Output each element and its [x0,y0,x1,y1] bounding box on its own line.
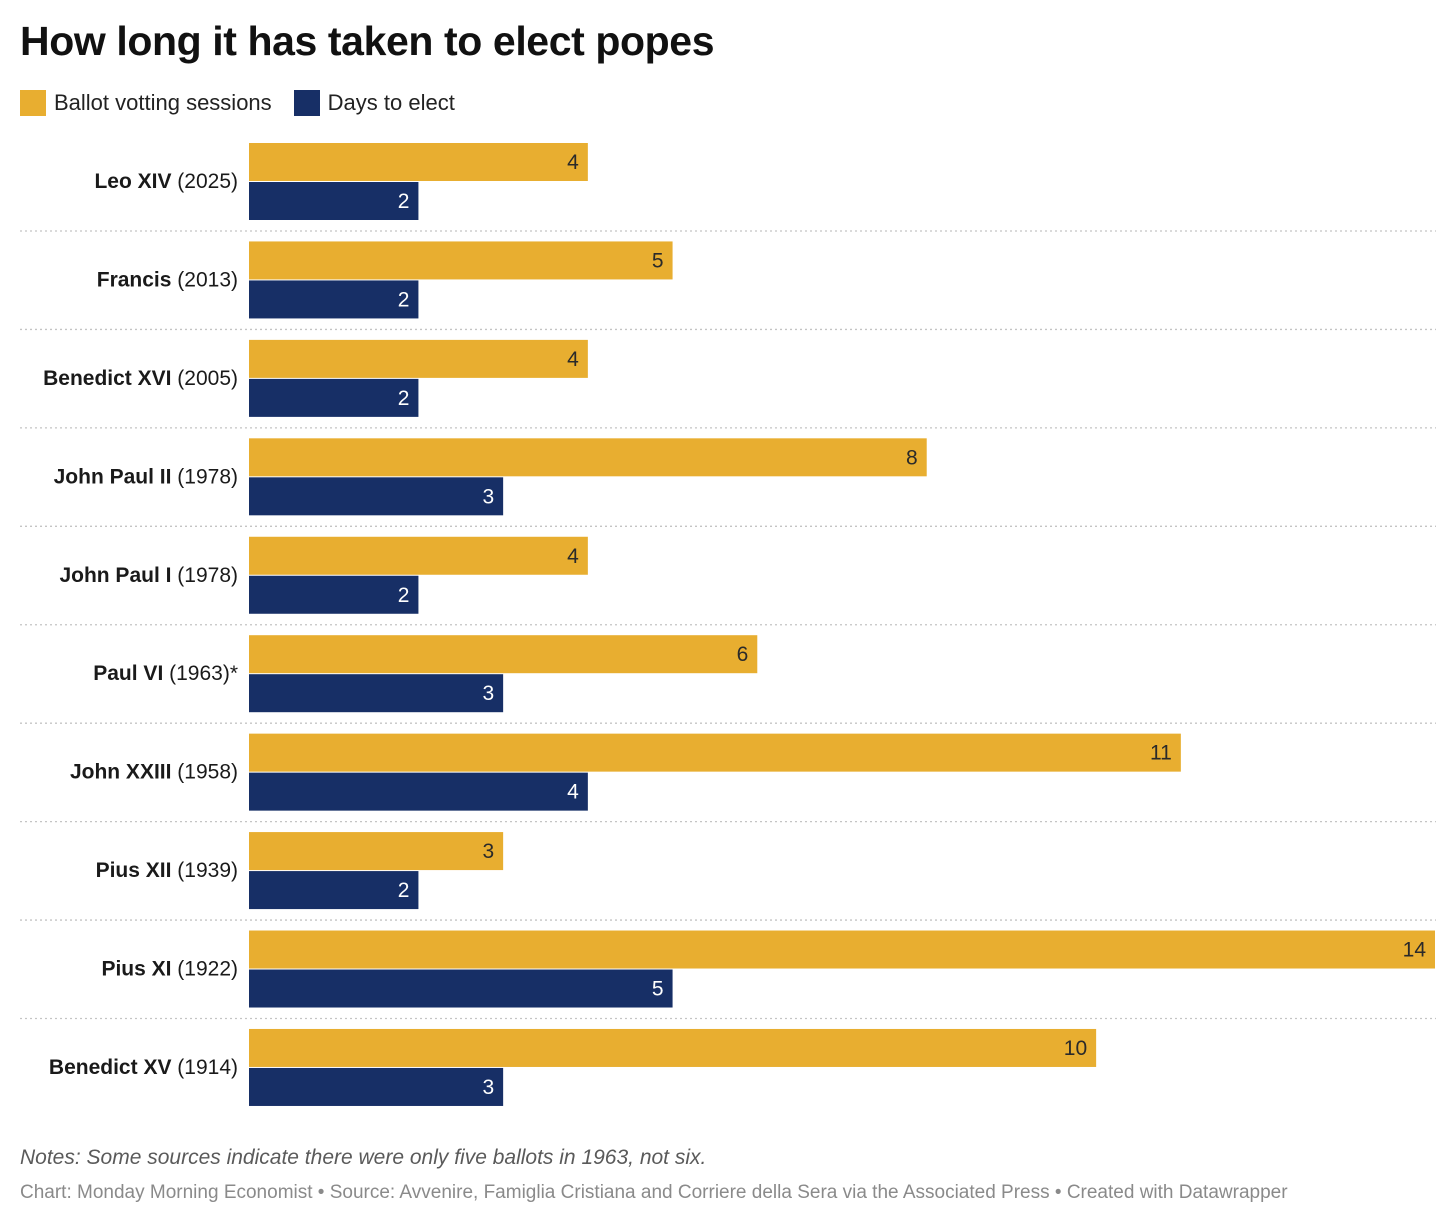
category-name: Pius XI [101,958,177,981]
category-name: John XXIII [70,761,177,784]
category-label: Pius XII (1939) [96,859,238,882]
category-year: (2005) [177,367,238,390]
data-label-days: 3 [482,1076,494,1099]
bar-ballots [249,635,758,674]
bar-ballots [249,339,588,378]
category-label: Francis (2013) [97,268,238,291]
bar-ballots [249,832,504,871]
bar-days [249,871,419,910]
category-year: (1958) [177,761,238,784]
category-year: (1978) [177,465,238,488]
category-year: (1922) [177,958,238,981]
data-label-ballots: 10 [1064,1037,1087,1060]
category-label: John XXIII (1958) [70,761,238,784]
legend-label-ballots: Ballot votting sessions [54,90,272,115]
legend: Ballot votting sessions Days to elect [20,88,477,118]
legend-item-days: Days to elect [293,90,455,116]
category-name: Benedict XVI [43,367,177,390]
bar-ballots [249,1028,1097,1067]
data-label-days: 2 [398,879,410,902]
bar-days [249,182,419,220]
bar-days [249,280,419,319]
legend-swatch-ballots [20,90,46,116]
category-name: Leo XIV [94,170,177,193]
data-label-days: 3 [482,682,494,705]
data-label-days: 4 [567,781,579,804]
data-label-ballots: 6 [737,643,749,666]
category-name: Francis [97,268,178,291]
category-name: Pius XII [96,859,178,882]
category-year: (1939) [177,859,238,882]
bar-ballots [249,241,673,280]
category-year: (2025) [177,170,238,193]
bar-days [249,1067,504,1106]
data-label-days: 2 [398,288,410,311]
category-year: (2013) [177,268,238,291]
legend-label-days: Days to elect [327,90,455,115]
data-label-ballots: 5 [652,249,664,272]
bar-ballots [249,733,1181,772]
data-label-ballots: 3 [482,840,494,863]
legend-swatch-days [293,90,320,116]
category-name: Benedict XV [49,1056,177,1079]
legend-item-ballots: Ballot votting sessions [20,90,272,116]
bar-days [249,575,419,614]
category-label: Benedict XV (1914) [49,1056,238,1079]
data-label-ballots: 11 [1150,742,1172,765]
category-name: John Paul II [54,465,178,488]
bar-days [249,772,588,811]
data-label-days: 5 [652,978,664,1001]
category-name: John Paul I [59,564,177,587]
data-label-days: 2 [398,190,410,213]
chart-credits: Chart: Monday Morning Economist • Source… [20,1182,1288,1203]
bar-ballots [249,930,1435,969]
data-label-ballots: 4 [567,545,579,568]
chart-title: How long it has taken to elect popes [20,18,715,64]
bar-days [249,378,419,417]
category-year: (1914) [177,1056,238,1079]
bar-ballots [249,536,588,575]
category-name: Paul VI [93,662,169,685]
data-label-days: 2 [398,387,410,410]
category-label: Leo XIV (2025) [94,170,238,193]
data-label-ballots: 4 [567,348,579,371]
category-label: John Paul II (1978) [54,465,238,488]
data-label-ballots: 8 [906,446,918,469]
category-label: Pius XI (1922) [101,958,238,981]
category-label: John Paul I (1978) [59,564,238,587]
data-label-days: 3 [482,485,494,508]
category-label: Benedict XVI (2005) [43,367,238,390]
bar-chart: Leo XIV (2025) 4 2 Francis (2013) 5 2 Benedict… [20,143,1436,1106]
bar-days [249,674,504,713]
chart-notes: Notes: Some sources indicate there were … [20,1146,707,1169]
bar-ballots [249,438,927,477]
category-label: Paul VI (1963)* [93,662,238,685]
bar-days [249,969,673,1008]
category-year: (1978) [177,564,238,587]
data-label-ballots: 4 [567,151,579,174]
bar-ballots [249,143,588,181]
bar-days [249,477,504,516]
data-label-days: 2 [398,584,410,607]
data-label-ballots: 14 [1403,939,1427,962]
category-year: (1963)* [169,662,238,685]
